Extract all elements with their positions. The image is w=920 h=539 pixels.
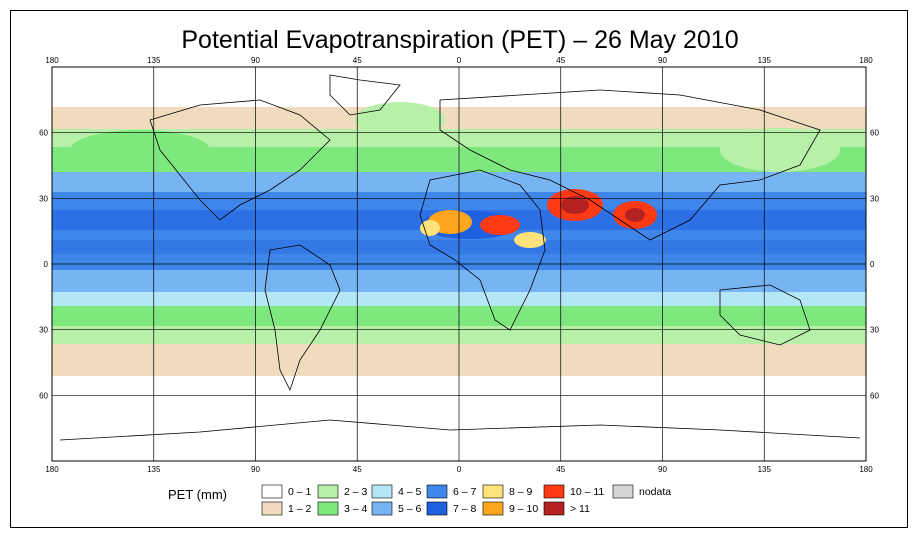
lon-tick-top: 180	[859, 56, 873, 65]
legend: PET (mm) 0 – 1 1 – 2 2 – 3 3 – 4 4 – 5 5 – 6 6…	[168, 484, 671, 516]
lon-tick-top: 0	[457, 56, 462, 65]
tick-labels: 180 180 135 135 90 90 45 45 0 0 45 45 90 90 135 135 180 1…	[39, 56, 879, 474]
legend-title: PET (mm)	[168, 487, 227, 502]
legend-swatch	[317, 484, 339, 499]
legend-swatch	[543, 484, 565, 499]
lat-tick-left: 60	[39, 129, 48, 138]
lat-tick-right: 0	[870, 260, 875, 269]
lat-tick-left: 30	[39, 326, 48, 335]
lon-tick-top: 180	[45, 56, 59, 65]
graticule	[51, 67, 867, 461]
lat-tick-right: 60	[870, 129, 879, 138]
legend-label: 4 – 5	[398, 486, 422, 498]
lon-tick-bottom: 180	[859, 465, 873, 474]
lon-tick-top: 135	[147, 56, 161, 65]
legend-swatch	[261, 484, 283, 499]
lat-tick-left: 60	[39, 391, 48, 400]
lat-tick-right: 30	[870, 194, 879, 203]
lon-tick-bottom: 0	[457, 465, 462, 474]
lon-tick-bottom: 135	[147, 465, 161, 474]
legend-swatch	[426, 501, 448, 516]
legend-swatch	[482, 484, 504, 499]
coastlines	[59, 74, 861, 441]
lon-tick-top: 45	[556, 56, 565, 65]
lon-tick-top: 45	[353, 56, 362, 65]
map-title: Potential Evapotranspiration (PET) – 26 …	[181, 26, 739, 54]
lon-tick-bottom: 90	[251, 465, 260, 474]
legend-swatch	[317, 501, 339, 516]
legend-label: 10 – 11	[570, 486, 604, 498]
lon-tick-top: 90	[658, 56, 667, 65]
legend-swatch	[612, 484, 634, 499]
legend-label: 1 – 2	[288, 503, 312, 515]
lon-tick-bottom: 180	[45, 465, 59, 474]
legend-label: > 11	[570, 503, 590, 515]
legend-swatch	[482, 501, 504, 516]
legend-label: 7 – 8	[453, 503, 477, 515]
legend-label: 0 – 1	[288, 486, 312, 498]
legend-swatch	[261, 501, 283, 516]
legend-label: nodata	[639, 486, 671, 498]
lon-tick-top: 135	[758, 56, 772, 65]
map-area	[51, 66, 867, 462]
lon-tick-bottom: 45	[353, 465, 362, 474]
legend-swatch	[426, 484, 448, 499]
lon-tick-bottom: 45	[556, 465, 565, 474]
legend-label: 8 – 9	[509, 486, 533, 498]
legend-swatch	[371, 501, 393, 516]
lon-tick-bottom: 90	[658, 465, 667, 474]
lat-tick-left: 0	[44, 260, 49, 269]
legend-swatch	[371, 484, 393, 499]
legend-label: 3 – 4	[344, 503, 368, 515]
legend-label: 6 – 7	[453, 486, 477, 498]
map-border	[51, 66, 867, 462]
legend-label: 5 – 6	[398, 503, 422, 515]
lon-tick-bottom: 135	[758, 465, 772, 474]
legend-label: 9 – 10	[509, 503, 538, 515]
legend-label: 2 – 3	[344, 486, 368, 498]
legend-swatch	[543, 501, 565, 516]
lat-tick-left: 30	[39, 194, 48, 203]
lon-tick-top: 90	[251, 56, 260, 65]
lat-tick-right: 30	[870, 326, 879, 335]
lat-tick-right: 60	[870, 391, 879, 400]
